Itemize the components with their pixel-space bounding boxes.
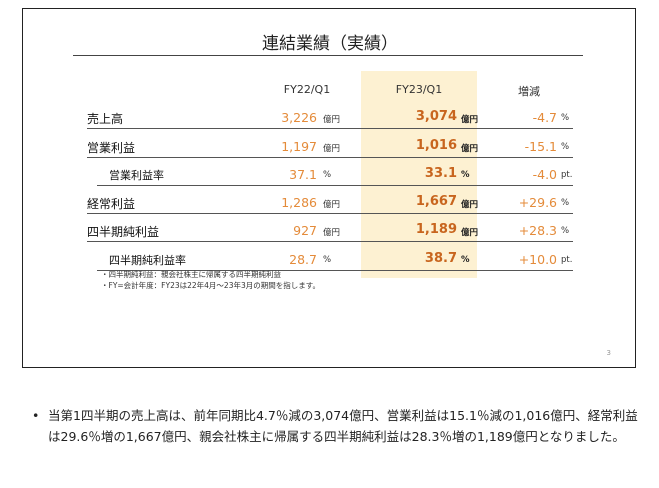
fy23-unit: 億円 xyxy=(461,144,479,154)
slide-title: 連結業績（実績） xyxy=(262,34,398,54)
change-value: +29.6 xyxy=(518,195,557,210)
table-row: 売上高 3,226 億円 3,074 億円 -4.7% xyxy=(87,107,573,129)
fy22-value: 28.7 xyxy=(289,252,317,267)
row-label: 売上高 xyxy=(87,112,124,126)
row-label: 四半期純利益 xyxy=(87,225,160,239)
title-divider xyxy=(73,55,583,56)
change-value: -4.7 xyxy=(532,110,557,125)
row-label: 営業利益 xyxy=(87,141,136,155)
table-row: 営業利益 1,197 億円 1,016 億円 -15.1% xyxy=(87,136,573,158)
row-label: 経常利益 xyxy=(87,197,136,211)
footnotes: ・四半期純利益：親会社株主に帰属する四半期純利益 ・FY=会計年度：FY23は2… xyxy=(101,269,320,291)
change-unit: pt. xyxy=(561,255,573,265)
table-row: 経常利益 1,286 億円 1,667 億円 +29.6% xyxy=(87,192,573,214)
table-row: 四半期純利益 927 億円 1,189 億円 +28.3% xyxy=(87,220,573,242)
change-value: +10.0 xyxy=(518,252,557,267)
fy23-value: 1,667 xyxy=(415,194,457,209)
fy23-unit: % xyxy=(461,255,470,265)
fy23-unit: 億円 xyxy=(461,228,479,238)
row-divider xyxy=(87,128,573,129)
change-value: -15.1 xyxy=(524,139,557,154)
fy22-unit: % xyxy=(323,170,332,180)
fy23-unit: % xyxy=(461,170,470,180)
page-number: 3 xyxy=(606,349,611,357)
row-label: 営業利益率 xyxy=(109,169,164,182)
change-unit: % xyxy=(561,113,570,123)
row-divider xyxy=(97,185,573,186)
fy23-unit: 億円 xyxy=(461,115,479,125)
fy22-value: 927 xyxy=(293,223,317,238)
bullet-dot: • xyxy=(32,408,40,423)
header-fy22: FY22/Q1 xyxy=(283,83,331,96)
footnote: ・FY=会計年度：FY23は22年4月～23年3月の期間を指します。 xyxy=(101,281,320,290)
row-divider xyxy=(87,157,573,158)
fy22-value: 1,197 xyxy=(281,139,317,154)
fy23-highlight-column xyxy=(361,71,477,278)
change-unit: % xyxy=(561,198,570,208)
fy23-value: 33.1 xyxy=(424,166,457,181)
footnote: ・四半期純利益：親会社株主に帰属する四半期純利益 xyxy=(101,270,281,279)
row-divider xyxy=(87,241,573,242)
fy23-value: 3,074 xyxy=(415,109,457,124)
fy22-unit: 億円 xyxy=(323,200,341,210)
change-unit: pt. xyxy=(561,170,573,180)
change-value: -4.0 xyxy=(532,167,557,182)
row-divider xyxy=(87,213,573,214)
header-fy23: FY23/Q1 xyxy=(395,83,443,96)
fy23-unit: 億円 xyxy=(461,200,479,210)
table-row: 四半期純利益率 28.7% 38.7% +10.0 pt. xyxy=(87,249,573,271)
fy22-unit: 億円 xyxy=(323,144,341,154)
summary-text: 当第1四半期の売上高は、前年同期比4.7％減の3,074億円、営業利益は15.1… xyxy=(48,408,638,444)
fy22-unit: % xyxy=(323,255,332,265)
change-value: +28.3 xyxy=(518,223,557,238)
row-label: 四半期純利益率 xyxy=(109,254,186,267)
fy22-unit: 億円 xyxy=(323,228,341,238)
fy22-value: 37.1 xyxy=(289,167,317,182)
change-unit: % xyxy=(561,226,570,236)
table-row: 営業利益率 37.1% 33.1% -4.0 pt. xyxy=(87,164,573,186)
change-unit: % xyxy=(561,142,570,152)
fy22-value: 3,226 xyxy=(281,110,317,125)
fy22-value: 1,286 xyxy=(281,195,317,210)
row-divider xyxy=(97,270,573,271)
header-change: 増減 xyxy=(518,85,540,98)
fy23-value: 1,189 xyxy=(415,222,457,237)
fy23-value: 38.7 xyxy=(424,251,457,266)
fy22-unit: 億円 xyxy=(323,115,341,125)
fy23-value: 1,016 xyxy=(415,138,457,153)
slide-panel: 連結業績（実績） FY22/Q1 FY23/Q1 増減 売上高 3,226 億円 3,… xyxy=(22,8,636,368)
